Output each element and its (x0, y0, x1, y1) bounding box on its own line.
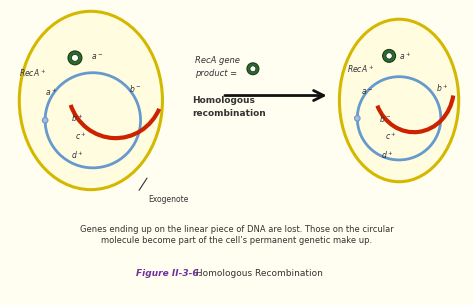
Circle shape (250, 66, 256, 72)
Text: $d^+$: $d^+$ (71, 149, 83, 161)
Text: $b^-$: $b^-$ (379, 113, 392, 124)
Text: $RecA^+$: $RecA^+$ (347, 63, 374, 75)
Text: recombination: recombination (192, 109, 266, 118)
Text: $a^+$: $a^+$ (45, 87, 57, 99)
Circle shape (355, 116, 360, 121)
Text: $c^+$: $c^+$ (385, 130, 397, 142)
Circle shape (247, 63, 259, 75)
Text: $a^-$: $a^-$ (91, 52, 103, 62)
Ellipse shape (339, 19, 459, 182)
Text: $b^+$: $b^+$ (436, 83, 448, 95)
Text: $d^+$: $d^+$ (381, 149, 393, 161)
Circle shape (68, 51, 82, 65)
Text: $a^-$: $a^-$ (361, 88, 374, 97)
Ellipse shape (19, 11, 163, 190)
Circle shape (386, 53, 392, 59)
Circle shape (42, 117, 48, 123)
Text: Genes ending up on the linear piece of DNA are lost. Those on the circular
molec: Genes ending up on the linear piece of D… (80, 225, 394, 245)
Text: $c^+$: $c^+$ (75, 130, 87, 142)
Circle shape (72, 54, 78, 61)
Text: Homologous Recombination: Homologous Recombination (193, 269, 323, 278)
Text: RecA gene: RecA gene (195, 56, 240, 65)
Text: $a^+$: $a^+$ (399, 50, 411, 62)
Text: Figure II-3-6.: Figure II-3-6. (136, 269, 201, 278)
Text: Homologous: Homologous (192, 96, 255, 105)
Text: $b^+$: $b^+$ (71, 113, 83, 124)
Circle shape (383, 49, 396, 62)
Text: Exogenote: Exogenote (148, 195, 189, 204)
Text: $RecA^+$: $RecA^+$ (19, 67, 46, 79)
Text: $b^-$: $b^-$ (129, 83, 142, 94)
Text: product =: product = (195, 69, 240, 78)
